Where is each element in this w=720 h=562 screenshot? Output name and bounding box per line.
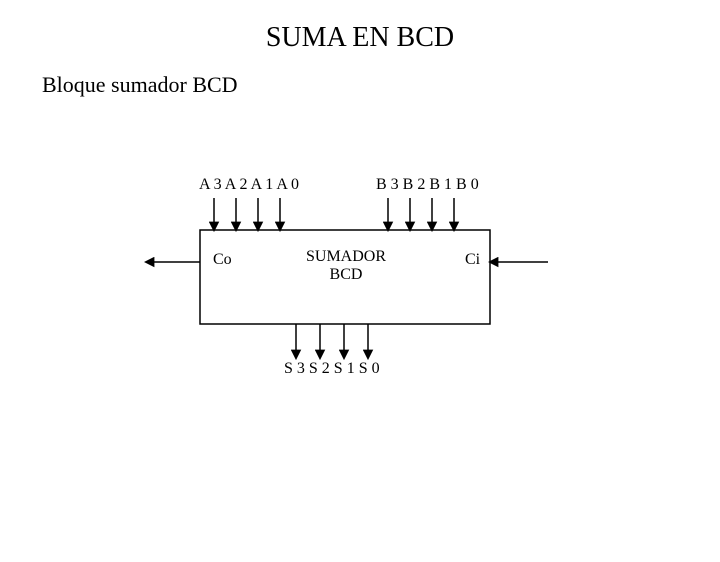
block-diagram — [0, 0, 720, 540]
